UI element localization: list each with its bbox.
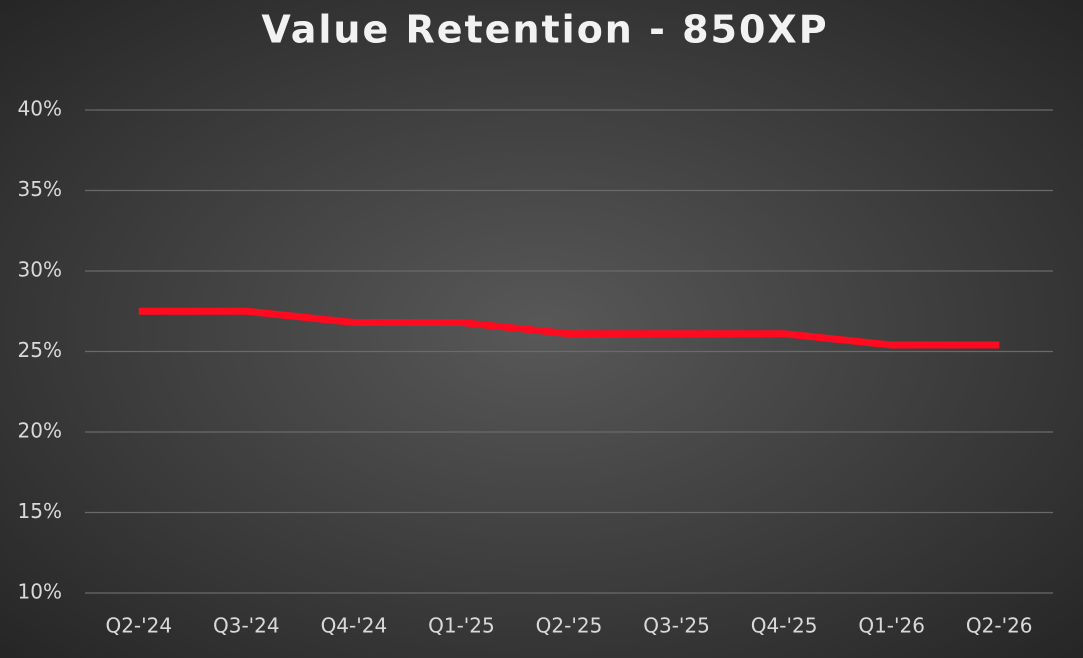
data-line [138, 307, 1000, 349]
x-tick-label: Q2-'24 [105, 614, 172, 638]
y-tick-label: 30% [18, 258, 62, 282]
chart-title: Value Retention - 850XP [261, 8, 828, 52]
y-tick-label: 40% [18, 97, 62, 121]
y-tick-label: 10% [18, 580, 62, 604]
x-tick-label: Q3-'24 [213, 614, 280, 638]
y-tick-label: 35% [18, 177, 62, 201]
x-tick-label: Q4-'25 [751, 614, 818, 638]
x-tick-label: Q1-'26 [858, 614, 925, 638]
x-tick-label: Q1-'25 [428, 614, 495, 638]
y-tick-label: 25% [18, 338, 62, 362]
x-tick-label: Q4-'24 [321, 614, 388, 638]
y-tick-label: 15% [18, 499, 62, 523]
x-tick-label: Q2-'25 [536, 614, 603, 638]
x-tick-label: Q3-'25 [643, 614, 710, 638]
y-tick-label: 20% [18, 419, 62, 443]
x-tick-label: Q2-'26 [966, 614, 1033, 638]
